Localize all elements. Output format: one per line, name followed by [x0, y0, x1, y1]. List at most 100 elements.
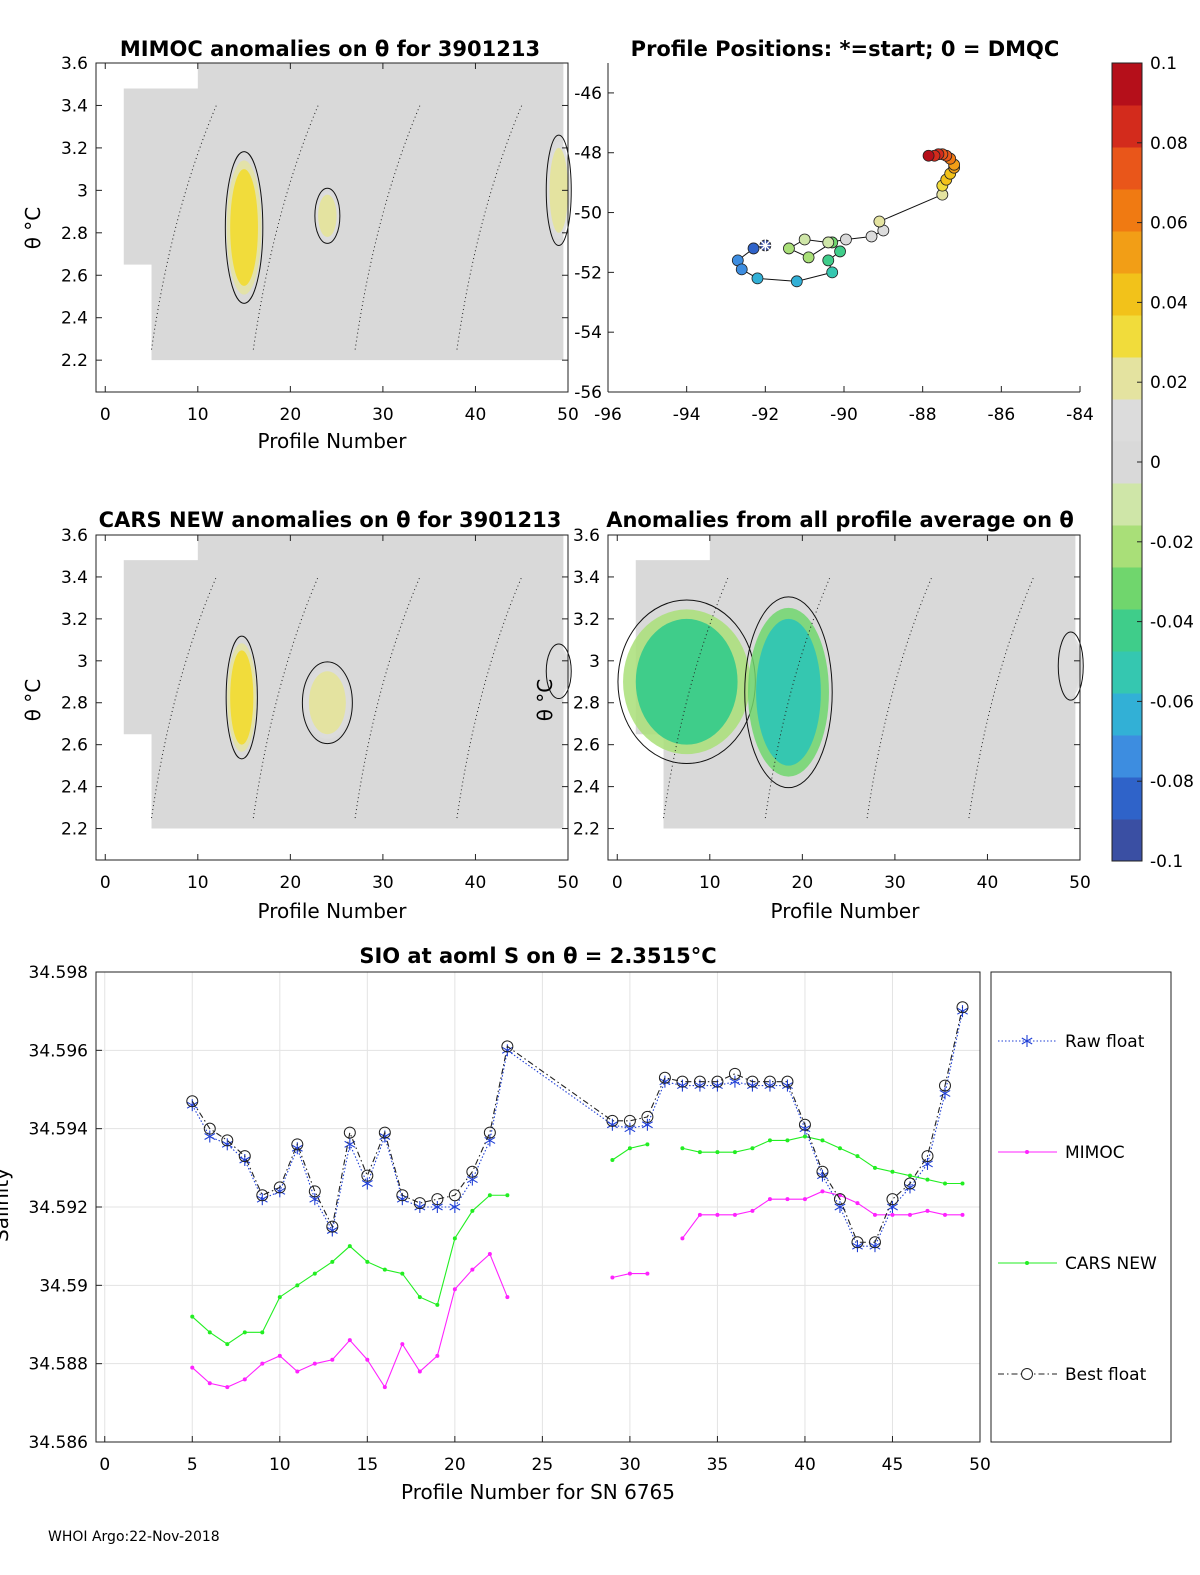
x-tick-label: -96 — [594, 405, 622, 425]
colorbar-tick-label: -0.04 — [1150, 613, 1194, 633]
y-tick-label: 3.2 — [61, 610, 88, 630]
y-tick-label: 34.598 — [29, 963, 88, 983]
colorbar-segment — [1112, 63, 1142, 106]
series-line-raw-float — [191, 1011, 964, 1247]
y-tick-label: -54 — [574, 323, 602, 343]
anomaly-patch — [230, 650, 254, 745]
data-point — [484, 1134, 496, 1147]
panel-positions: Profile Positions: *=start; 0 = DMQC -96… — [574, 37, 1094, 425]
colorbar-segment — [1112, 273, 1142, 316]
y-tick-label: 34.596 — [29, 1041, 88, 1061]
data-point — [925, 1208, 930, 1213]
data-point — [658, 1071, 671, 1084]
data-point — [957, 1005, 968, 1018]
y-tick-label: 3 — [77, 652, 88, 672]
colorbar-segment — [1112, 819, 1142, 862]
data-point — [330, 1259, 335, 1264]
data-point — [273, 1181, 286, 1194]
data-point — [435, 1302, 440, 1307]
data-point — [680, 1146, 685, 1151]
colorbar-tick-label: -0.1 — [1150, 852, 1183, 872]
data-point — [470, 1267, 475, 1272]
data-point — [956, 1001, 969, 1014]
data-point — [833, 1193, 846, 1206]
colorbar-segment — [1112, 777, 1142, 820]
legend-marker — [1021, 1037, 1033, 1045]
data-point — [855, 1201, 860, 1206]
data-point — [204, 1130, 216, 1143]
data-point — [295, 1369, 300, 1374]
x-tick-label: 0 — [99, 1455, 110, 1475]
panel-cars: CARS NEW anomalies on θ for 3901213 0 10 2… — [21, 508, 579, 923]
data-point — [400, 1342, 405, 1347]
data-point — [816, 1169, 828, 1182]
y-tick-label: 2.8 — [61, 694, 88, 714]
colorbar-tick-label: 0.04 — [1150, 293, 1188, 313]
contour-line — [314, 187, 341, 244]
colorbar-segment — [1112, 357, 1142, 400]
xlabel-cars: Profile Number — [258, 899, 408, 923]
x-tick-label: 10 — [699, 873, 721, 893]
y-tick-label: 2.8 — [61, 224, 88, 244]
ylabel-cars: θ °C — [21, 679, 45, 722]
data-point — [903, 1177, 916, 1190]
contour-line — [1057, 631, 1084, 701]
data-point — [260, 1361, 265, 1366]
x-tick-label: 20 — [280, 873, 302, 893]
colorbar-segment — [1112, 693, 1142, 736]
data-point — [365, 1259, 370, 1264]
x-tick-label: 45 — [882, 1455, 904, 1475]
y-tick-label: 34.586 — [29, 1433, 88, 1453]
legend-marker — [1025, 1150, 1029, 1154]
y-tick-label: 3.4 — [61, 568, 88, 588]
profile-position-point — [735, 263, 748, 276]
data-point — [732, 1150, 737, 1155]
data-point — [242, 1377, 247, 1382]
anomaly-patch — [318, 194, 337, 238]
colorbar-segment — [1112, 105, 1142, 148]
data-point — [890, 1212, 895, 1217]
anomaly-patch — [308, 671, 346, 735]
y-tick-label: 2.2 — [573, 820, 600, 840]
y-tick-label: 2.6 — [573, 736, 600, 756]
profile-position-point — [751, 272, 764, 285]
data-point — [487, 1193, 492, 1198]
data-point — [697, 1212, 702, 1217]
data-point — [378, 1126, 391, 1139]
title-mimoc: MIMOC anomalies on θ for 3901213 — [120, 37, 540, 61]
legend-label: CARS NEW — [1065, 1254, 1157, 1274]
data-point — [939, 1087, 951, 1100]
y-tick-label: -50 — [574, 204, 602, 224]
data-point — [487, 1252, 492, 1256]
contour-dotted — [354, 105, 421, 350]
data-point — [347, 1338, 352, 1343]
data-point — [382, 1385, 387, 1390]
data-point — [732, 1212, 737, 1217]
x-tick-label: 15 — [357, 1455, 379, 1475]
legend-label: MIMOC — [1065, 1143, 1125, 1163]
y-tick-label: 34.594 — [29, 1120, 88, 1140]
y-tick-label: 2.4 — [61, 309, 88, 329]
data-point — [763, 1075, 776, 1088]
data-point — [417, 1295, 422, 1300]
data-point — [277, 1295, 282, 1300]
x-tick-label: 25 — [532, 1455, 554, 1475]
y-tick-label: 3.2 — [573, 610, 600, 630]
legend-item: Best float — [998, 1365, 1147, 1385]
x-tick-label: 10 — [187, 873, 209, 893]
data-point — [505, 1193, 510, 1198]
ylabel-average: θ °C — [533, 679, 557, 722]
contour-line — [545, 134, 572, 247]
profile-position-point — [834, 245, 846, 258]
contour-line — [744, 596, 833, 789]
data-point — [186, 1099, 198, 1112]
panel-average: Anomalies from all profile average on θ … — [533, 508, 1091, 923]
data-point — [413, 1197, 426, 1210]
data-point — [417, 1369, 422, 1374]
colorbar-tick-label: 0.08 — [1150, 134, 1188, 154]
y-tick-label: 3.6 — [61, 54, 88, 74]
y-tick-label: -46 — [574, 84, 602, 104]
data-point — [225, 1342, 230, 1347]
x-tick-label: 0 — [100, 873, 111, 893]
xlabel-mimoc: Profile Number — [258, 429, 408, 453]
